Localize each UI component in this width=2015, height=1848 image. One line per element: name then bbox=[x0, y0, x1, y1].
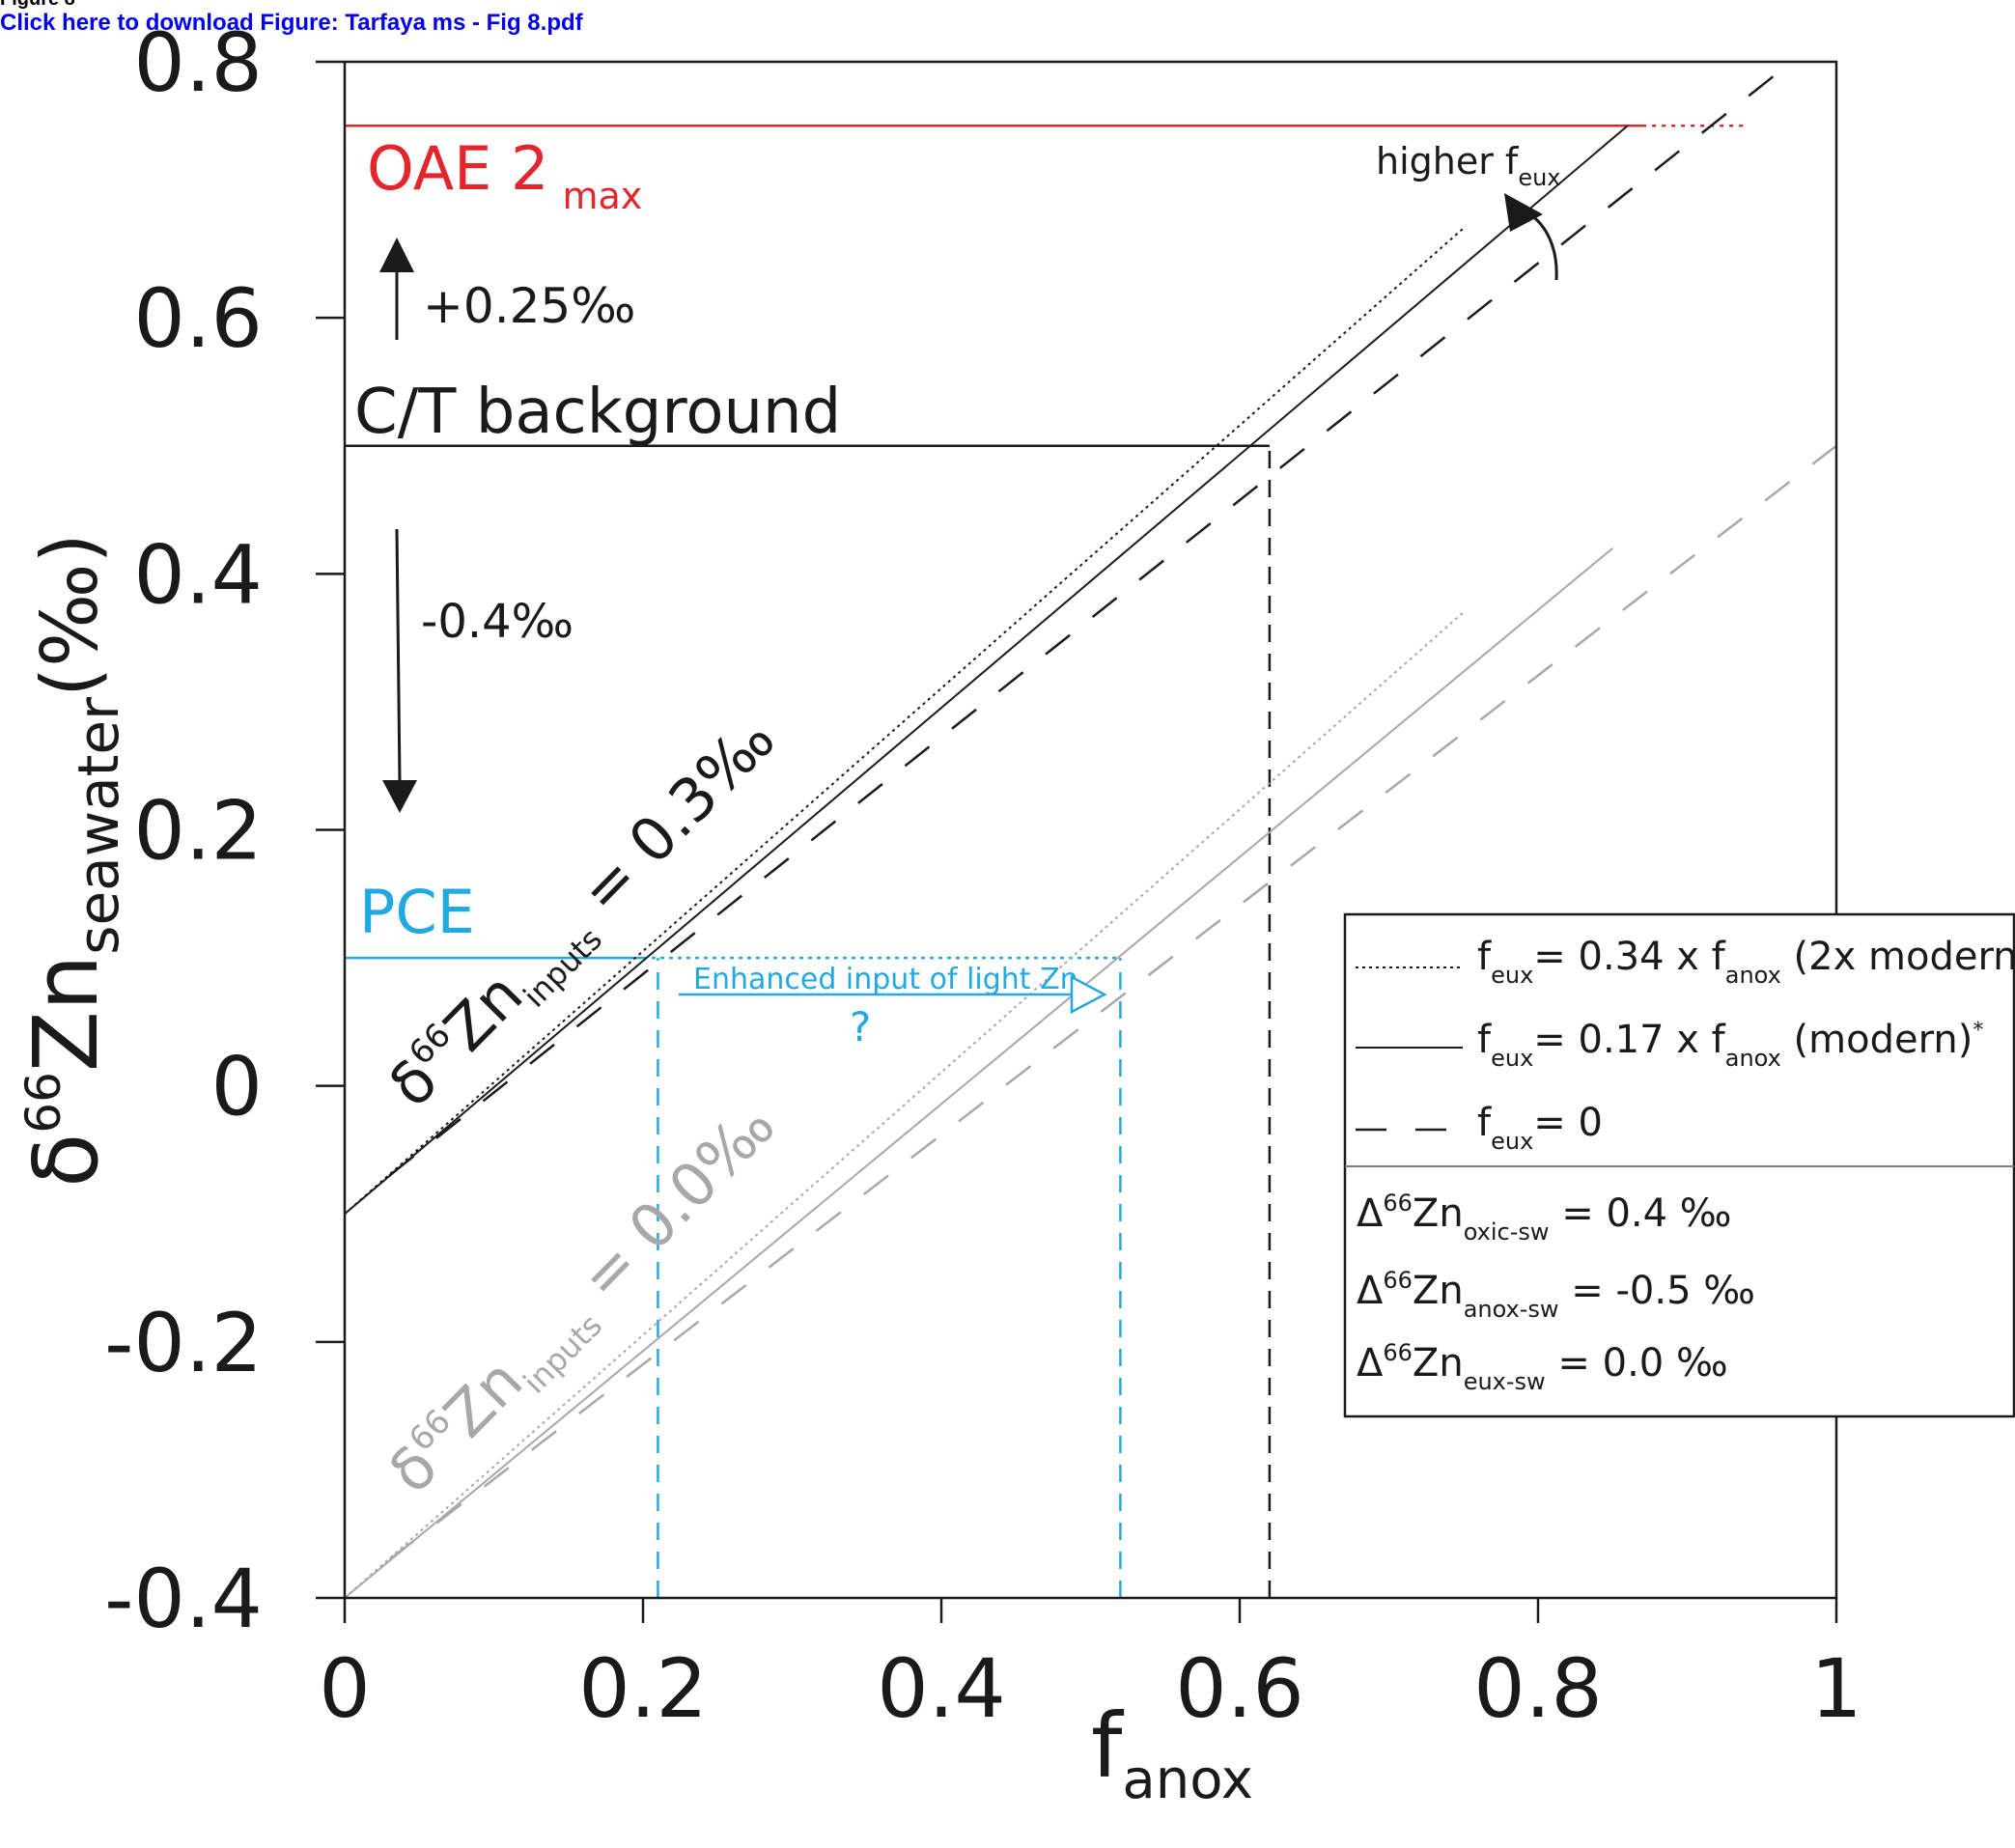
reference-lines bbox=[345, 125, 1748, 1598]
x-tick-label: 0.2 bbox=[578, 1641, 708, 1736]
pce-label: PCE bbox=[359, 877, 475, 947]
legend-param-eux: Δ66Zneux-sw = 0.0 ‰ bbox=[1357, 1339, 1728, 1395]
y-tick-label: 0.2 bbox=[133, 784, 263, 879]
series-line-inputs-0.0-solid bbox=[344, 547, 1613, 1599]
series-line-inputs-0.3-dotted bbox=[344, 227, 1465, 1216]
legend-entry-dashed: feux= 0 bbox=[1477, 1101, 1603, 1155]
y-tick-label: 0.4 bbox=[133, 527, 263, 622]
series-line-inputs-0.0-dashed bbox=[388, 444, 1837, 1561]
x-tick-label: 0.4 bbox=[877, 1641, 1006, 1736]
x-tick-label: 1 bbox=[1810, 1641, 1861, 1736]
x-tick-label: 0.8 bbox=[1473, 1641, 1603, 1736]
x-tick-label: 0 bbox=[319, 1641, 370, 1736]
y-tick-label: -0.2 bbox=[104, 1296, 263, 1390]
y-tick-label: 0.6 bbox=[133, 271, 263, 366]
minus-shift-arrow bbox=[382, 528, 417, 813]
axis-ticks: 0 0.2 0.4 0.6 0.8 1 -0.4 -0.2 0 0.2 0.4 0.6 0.8 bbox=[104, 15, 1862, 1736]
minus-shift-label: -0.4‰ bbox=[421, 595, 574, 649]
y-tick-label: -0.4 bbox=[104, 1552, 263, 1646]
higher-feux-label: higher feux bbox=[1376, 140, 1561, 191]
figure-label: Figure 8 bbox=[0, 0, 75, 11]
y-axis-label: δ66Znseawater(‰) bbox=[14, 533, 131, 1188]
legend-param-oxic: Δ66Znoxic-sw = 0.4 ‰ bbox=[1357, 1190, 1731, 1246]
legend-entry-dotted: feux= 0.34 x fanox (2x modern) bbox=[1477, 935, 2015, 989]
y-tick-label: 0.8 bbox=[133, 15, 263, 110]
series-line-inputs-0.0-dotted bbox=[344, 611, 1465, 1599]
question-mark: ? bbox=[850, 1003, 871, 1050]
y-tick-label: 0 bbox=[211, 1040, 263, 1134]
download-link[interactable]: Click here to download Figure: Tarfaya m… bbox=[0, 10, 583, 36]
legend-entry-solid: feux= 0.17 x fanox (modern)* bbox=[1477, 1018, 1983, 1072]
legend: feux= 0.34 x fanox (2x modern) feux= 0.1… bbox=[1343, 912, 2015, 1418]
x-tick-label: 0.6 bbox=[1175, 1641, 1304, 1736]
higher-feux-arrow bbox=[1504, 193, 1558, 281]
background-label: C/T background bbox=[354, 377, 841, 448]
x-axis-label: fanox bbox=[1091, 1694, 1253, 1811]
plus-shift-label: +0.25‰ bbox=[423, 278, 635, 334]
series-lines bbox=[344, 61, 1837, 1599]
oae2-label: OAE 2 max bbox=[367, 133, 642, 217]
legend-param-anox: Δ66Znanox-sw = -0.5 ‰ bbox=[1357, 1267, 1755, 1323]
enhanced-input-arrow bbox=[679, 974, 1107, 1015]
inputs-0.0-label: δ66Zninputs = 0.0‰ bbox=[376, 1089, 795, 1513]
plus-shift-arrow bbox=[379, 238, 414, 340]
enhanced-input-label: Enhanced input of light Zn bbox=[693, 963, 1078, 996]
series-line-inputs-0.3-solid bbox=[344, 125, 1629, 1216]
